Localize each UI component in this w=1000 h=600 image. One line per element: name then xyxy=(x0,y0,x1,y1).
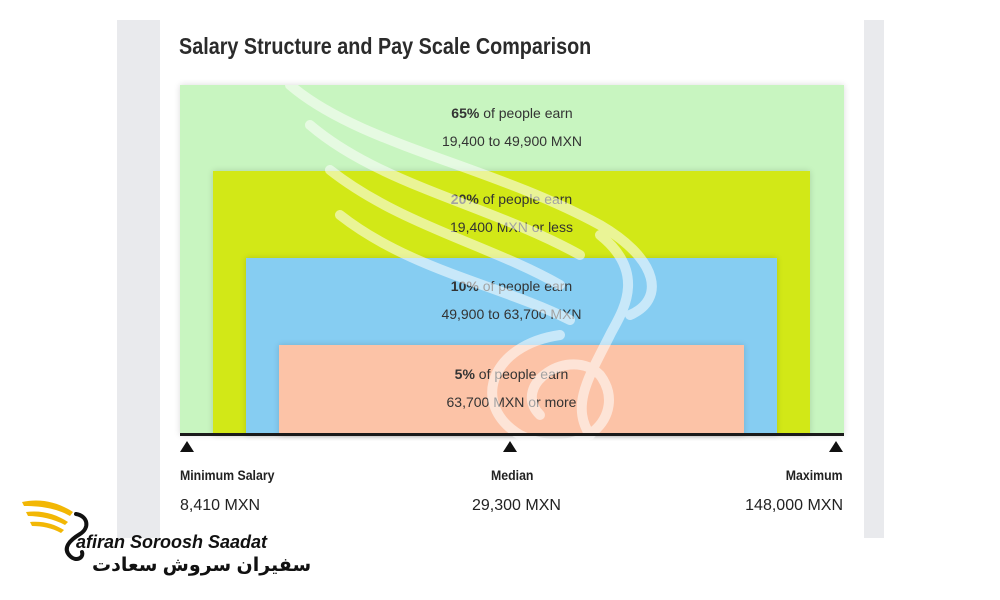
maximum-marker-icon xyxy=(829,441,843,452)
minimum-marker-icon xyxy=(180,441,194,452)
logo-name-english: afiran Soroosh Saadat xyxy=(76,532,268,552)
minimum-label: Minimum Salary xyxy=(180,467,275,483)
band-65-percent-label: 65% xyxy=(451,105,480,121)
band-10-percent-label: 10% xyxy=(450,278,479,294)
band-10-text: 10% of people earn 49,900 to 63,700 MXN xyxy=(246,272,777,328)
band-65-range: 19,400 to 49,900 MXN xyxy=(441,133,583,149)
safiran-logo-icon xyxy=(22,500,89,561)
band-5-suffix: of people earn xyxy=(474,366,569,382)
band-65-suffix: of people earn xyxy=(479,105,573,121)
band-65-text: 65% of people earn 19,400 to 49,900 MXN xyxy=(180,99,844,155)
band-20-percent-label: 20% xyxy=(450,191,479,207)
band-10-range: 49,900 to 63,700 MXN xyxy=(441,306,582,322)
chart-title: Salary Structure and Pay Scale Compariso… xyxy=(179,33,592,59)
right-scrollbar[interactable] xyxy=(864,20,884,538)
band-5-text: 5% of people earn 63,700 MXN or more xyxy=(279,360,744,416)
median-label: Median xyxy=(491,467,534,483)
salary-axis xyxy=(180,433,844,436)
median-value: 29,300 MXN xyxy=(472,497,561,514)
band-5-percent-label: 5% xyxy=(454,366,475,382)
logo-name-persian: سفیران سروش سعادت xyxy=(92,555,312,576)
band-5-percent: 5% of people earn 63,700 MXN or more xyxy=(279,345,744,435)
median-marker-icon xyxy=(503,441,517,452)
band-10-suffix: of people earn xyxy=(478,278,573,294)
band-20-text: 20% of people earn 19,400 MXN or less xyxy=(213,185,810,241)
band-5-range: 63,700 MXN or more xyxy=(446,394,577,410)
minimum-value: 8,410 MXN xyxy=(180,497,261,514)
maximum-label: Maximum xyxy=(786,467,843,483)
maximum-value: 148,000 MXN xyxy=(745,497,843,514)
band-20-suffix: of people earn xyxy=(478,191,573,207)
left-gutter xyxy=(117,20,160,538)
band-20-range: 19,400 MXN or less xyxy=(450,219,573,235)
